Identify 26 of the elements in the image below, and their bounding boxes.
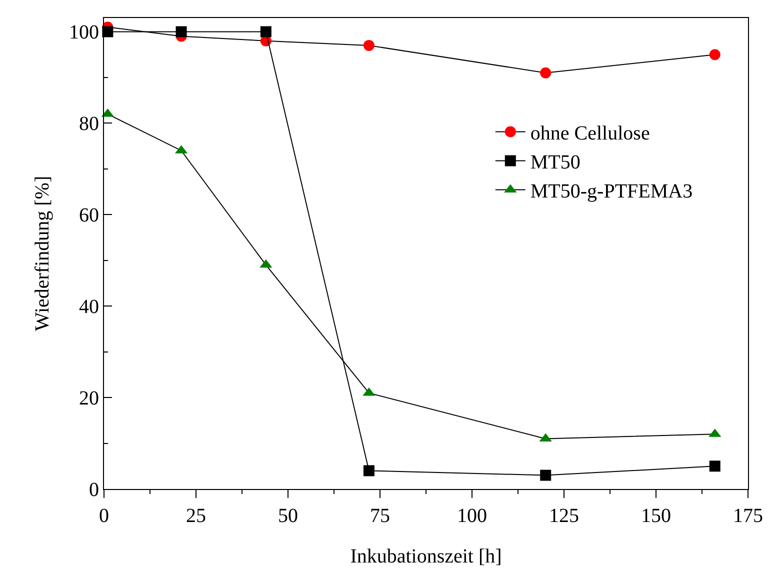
point — [363, 465, 374, 476]
point — [176, 26, 187, 38]
point — [363, 40, 374, 51]
point — [540, 470, 552, 481]
point — [540, 67, 552, 78]
x-tick-label: 75 — [370, 505, 390, 527]
x-tick-label: 25 — [186, 505, 206, 527]
y-axis-title: Wiederfindung [%] — [32, 176, 54, 332]
point — [709, 460, 720, 472]
legend-label: MT50 — [530, 152, 580, 174]
y-tick-label: 20 — [79, 388, 99, 410]
y-tick-label: 100 — [69, 22, 99, 44]
point — [260, 26, 272, 38]
x-tick-label: 150 — [641, 505, 671, 527]
y-tick-label: 80 — [79, 113, 99, 136]
x-tick-label: 175 — [733, 505, 763, 527]
y-tick-label: 60 — [79, 204, 99, 227]
y-tick-label: 40 — [79, 296, 99, 318]
x-axis-title: Inkubationszeit [h] — [350, 546, 502, 568]
point — [709, 49, 720, 60]
x-tick-label: 125 — [549, 505, 579, 527]
legend-label: MT50-g-PTFEMA3 — [530, 180, 693, 202]
y-tick-label: 0 — [89, 479, 99, 501]
legend-label: ohne Cellulose — [530, 122, 650, 144]
x-tick-label: 50 — [278, 505, 298, 527]
x-tick-label: 100 — [457, 505, 487, 527]
